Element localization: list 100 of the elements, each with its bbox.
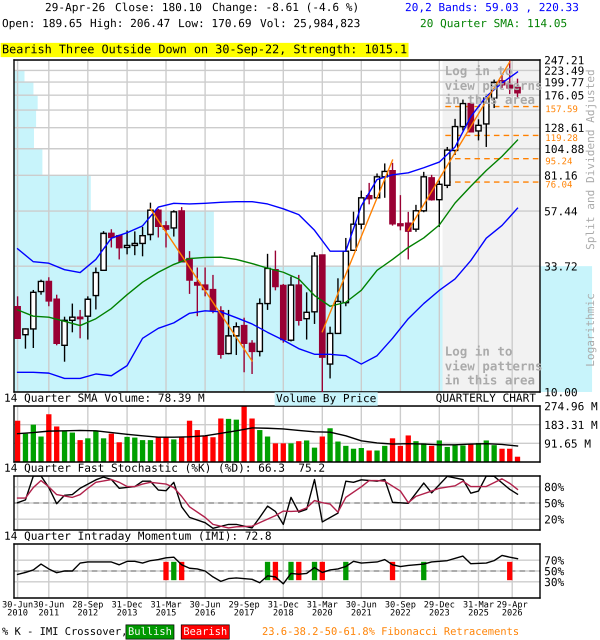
y-tick-label: 247.21	[544, 56, 584, 64]
text: Open: 189.65	[2, 18, 82, 30]
bar	[398, 446, 404, 462]
bar	[499, 448, 505, 462]
bar	[210, 437, 216, 462]
bar	[374, 450, 380, 462]
candlestick	[170, 210, 178, 238]
bar	[491, 445, 497, 462]
text: Logarithmic	[586, 294, 596, 366]
candlestick	[76, 309, 84, 339]
text: 20,2 Bands: 59.03 , 220.33	[406, 2, 578, 13]
bar	[186, 420, 192, 462]
x-tick-label: 31-Mar 2025	[464, 600, 494, 616]
bar	[468, 444, 474, 462]
bar	[264, 436, 270, 462]
y-tick-label: 176.05	[546, 91, 584, 100]
legend-title: % K - IMI Crossover,	[2, 627, 125, 636]
y-tick-label: 10.00	[546, 388, 577, 396]
bar	[406, 435, 411, 462]
chart-title: 14 Quarter Fast Stochastic (%K) (%D): 66.3 75.2	[5, 463, 324, 474]
y-tick-label: 91.65 M	[544, 439, 591, 448]
x-tick-label: 29-Sep 2017	[229, 600, 260, 616]
y-tick-label: 128.61	[546, 124, 584, 132]
chart-title: 14 Quarter Intraday Momentum (IMI): 72.8	[5, 531, 271, 542]
bar	[421, 443, 426, 462]
y-tick-label: 50%	[544, 567, 564, 576]
text: Close: 180.10	[116, 2, 202, 12]
bar	[312, 448, 318, 462]
bar	[343, 446, 348, 462]
x-tick-label: 30-Jun 2010	[2, 600, 32, 616]
bar	[460, 445, 466, 462]
line-series	[16, 554, 518, 584]
bar	[304, 440, 310, 462]
text: Low: 170.69	[179, 18, 251, 28]
bar	[132, 438, 138, 462]
y-tick-label: 104.88	[546, 144, 584, 154]
bar	[272, 443, 278, 462]
bar	[366, 450, 372, 462]
candlestick	[475, 118, 482, 142]
x-tick-label: 29-Dec 2023	[424, 600, 454, 616]
x-tick-label: 30-Sep 2022	[385, 600, 416, 616]
bar	[93, 430, 99, 462]
bar	[30, 424, 36, 462]
candlestick	[84, 296, 92, 340]
bar	[62, 431, 68, 462]
bar	[436, 440, 442, 462]
bar	[428, 446, 434, 462]
bar	[350, 448, 356, 462]
y-tick-label: 183.31 M	[546, 420, 598, 430]
y-tick-label: 199.77	[546, 78, 584, 86]
x-tick-label: 28-Sep 2012	[72, 600, 103, 616]
bar	[171, 439, 176, 462]
y-tick-label: 223.49	[544, 66, 584, 75]
bar	[156, 437, 161, 462]
x-tick-label: 29-Apr 2026	[497, 600, 528, 616]
bar	[163, 437, 169, 462]
bar	[202, 436, 208, 462]
y-axis-title: Split and Dividend Adjusted	[586, 70, 596, 250]
y-tick-label: 70%	[544, 556, 564, 565]
text: 29-Apr-26	[46, 2, 104, 14]
y-tick-label: 33.72	[544, 262, 577, 271]
text: Change: -8.61 (-4.6 %)	[212, 2, 357, 14]
bar	[70, 432, 75, 462]
bar	[54, 426, 60, 462]
text: QUARTERLY CHART	[436, 393, 536, 404]
bar	[226, 418, 232, 462]
bar	[335, 442, 341, 462]
bar	[85, 438, 90, 462]
bar	[108, 434, 114, 462]
y-tick-label: 30%	[544, 578, 564, 586]
line-series	[16, 427, 518, 447]
y-tick-label: 57.44	[544, 207, 578, 216]
bar	[444, 446, 450, 462]
x-tick-label: 30-Jun 2021	[346, 600, 376, 616]
text: Bearish	[184, 626, 226, 636]
bar	[218, 418, 224, 462]
bar	[452, 445, 458, 462]
bar	[249, 418, 255, 462]
y-tick-label: 50%	[544, 499, 564, 508]
ref-line-label: 119.28	[546, 134, 578, 142]
y-tick-label: 81.16	[544, 171, 577, 180]
candlestick	[92, 266, 100, 310]
bar	[77, 440, 83, 462]
text: 20 Quarter SMA: 114.05	[420, 18, 566, 29]
bar	[358, 448, 364, 462]
text: 14 Quarter SMA Volume: 78.39 M	[5, 393, 204, 404]
text: Vol: 25,984,823	[260, 18, 360, 29]
bar	[234, 420, 239, 462]
text: Volume By Price	[276, 394, 376, 404]
bar	[194, 430, 200, 462]
y-tick-label: 20%	[544, 515, 564, 524]
bar	[46, 414, 52, 462]
bar	[320, 436, 325, 462]
bar	[507, 448, 512, 462]
chart-subtitle: Bearish Three Outside Down on 30-Sep-22, Strength: 1015.1	[2, 44, 406, 56]
bar	[484, 440, 489, 462]
text: Bullish	[128, 626, 171, 636]
ref-line-label: 76.04	[546, 180, 572, 188]
x-tick-label: 31-Dec 2018	[268, 600, 298, 616]
ref-line-label: 95.24	[546, 158, 572, 164]
